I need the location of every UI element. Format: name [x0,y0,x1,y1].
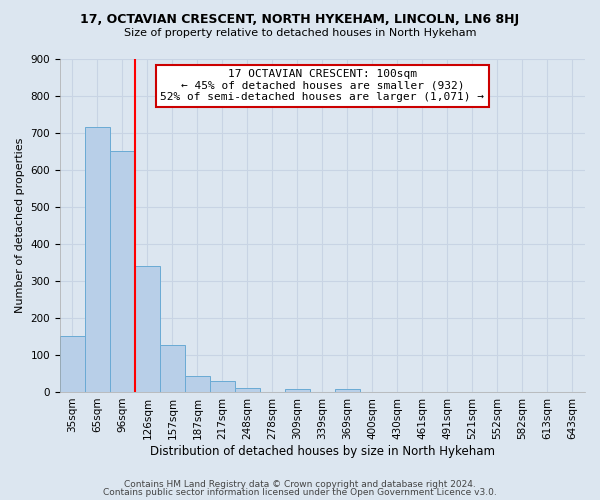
Bar [185,376,210,392]
Bar [85,128,110,392]
Bar [135,266,160,392]
X-axis label: Distribution of detached houses by size in North Hykeham: Distribution of detached houses by size … [150,444,495,458]
Bar [235,388,260,392]
Bar [335,389,360,392]
Bar [285,389,310,392]
Y-axis label: Number of detached properties: Number of detached properties [15,138,25,313]
Text: 17, OCTAVIAN CRESCENT, NORTH HYKEHAM, LINCOLN, LN6 8HJ: 17, OCTAVIAN CRESCENT, NORTH HYKEHAM, LI… [80,12,520,26]
Bar [160,345,185,392]
Text: Contains public sector information licensed under the Open Government Licence v3: Contains public sector information licen… [103,488,497,497]
Text: Contains HM Land Registry data © Crown copyright and database right 2024.: Contains HM Land Registry data © Crown c… [124,480,476,489]
Text: 17 OCTAVIAN CRESCENT: 100sqm
← 45% of detached houses are smaller (932)
52% of s: 17 OCTAVIAN CRESCENT: 100sqm ← 45% of de… [160,69,484,102]
Bar [110,152,135,392]
Bar [60,336,85,392]
Text: Size of property relative to detached houses in North Hykeham: Size of property relative to detached ho… [124,28,476,38]
Bar [210,381,235,392]
